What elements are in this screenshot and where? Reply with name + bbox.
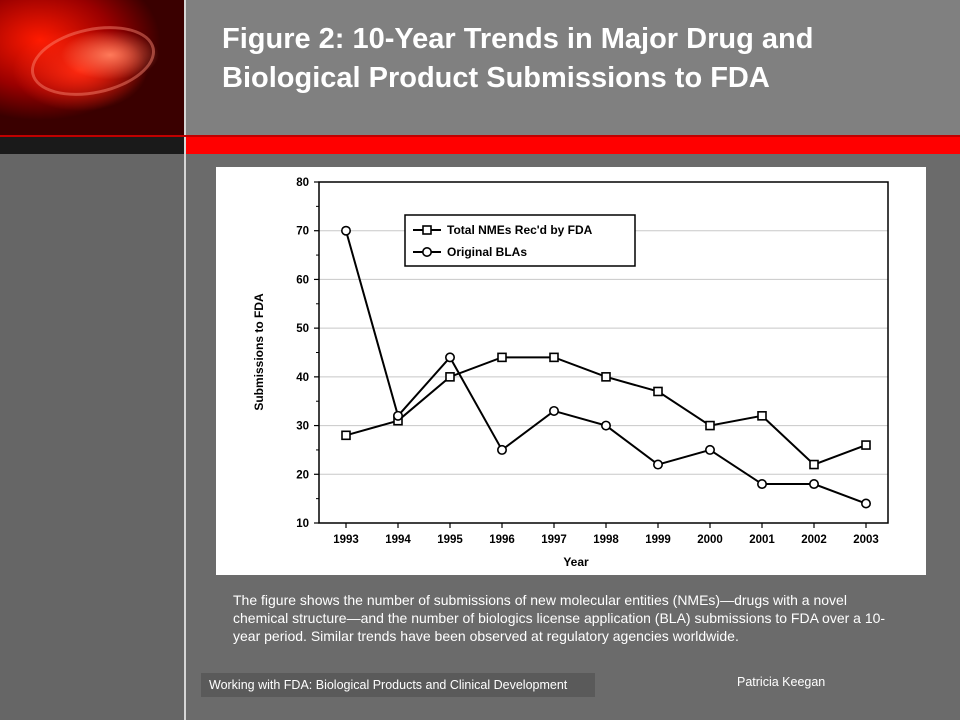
slide-title: Figure 2: 10-Year Trends in Major Drug a… bbox=[222, 20, 942, 98]
data-point-bla bbox=[808, 479, 819, 490]
y-tick-label: 30 bbox=[296, 421, 309, 433]
data-point-nme bbox=[445, 372, 455, 382]
x-tick-label: 1994 bbox=[385, 534, 411, 546]
data-point-bla bbox=[548, 405, 559, 416]
x-tick-label: 2000 bbox=[697, 534, 723, 546]
y-tick-label: 50 bbox=[296, 323, 309, 335]
y-tick-label: 40 bbox=[296, 372, 309, 384]
data-point-bla bbox=[341, 225, 352, 236]
data-point-nme bbox=[861, 440, 871, 450]
red-divider bbox=[0, 135, 960, 137]
legend-box bbox=[404, 214, 636, 267]
slide-title-line-2: Biological Product Submissions to FDA bbox=[222, 62, 770, 94]
data-point-bla bbox=[496, 444, 507, 455]
data-point-nme bbox=[549, 352, 559, 363]
legend-marker-square bbox=[422, 225, 432, 235]
header-logo-image bbox=[0, 0, 184, 137]
slide-title-line-1: Figure 2: 10-Year Trends in Major Drug a… bbox=[222, 23, 814, 55]
x-tick-label: 2003 bbox=[853, 534, 879, 546]
data-point-bla bbox=[600, 420, 611, 431]
chart-panel: 10 20 30 40 50 60 70 80 1993 1994 1995 1996 1997 199… bbox=[216, 167, 926, 575]
dark-accent-strip bbox=[0, 137, 184, 154]
legend-label: Original BLAs bbox=[447, 245, 527, 259]
data-point-nme bbox=[653, 386, 663, 397]
data-point-bla bbox=[445, 352, 456, 363]
x-tick-label: 1993 bbox=[333, 534, 359, 546]
series-line-2 bbox=[345, 230, 867, 505]
data-point-nme bbox=[601, 372, 611, 382]
data-point-bla bbox=[756, 479, 767, 490]
data-point-nme bbox=[809, 459, 819, 470]
footer-course-title: Working with FDA: Biological Products an… bbox=[201, 673, 595, 697]
y-axis-label: Submissions to FDA bbox=[252, 293, 266, 411]
red-accent-strip bbox=[186, 137, 960, 154]
x-tick-label: 2001 bbox=[749, 534, 775, 546]
x-tick-label: 1997 bbox=[541, 534, 567, 546]
footer-author: Patricia Keegan bbox=[737, 675, 826, 689]
y-tick-label: 10 bbox=[296, 518, 309, 530]
y-tick-label: 60 bbox=[296, 274, 309, 286]
data-point-bla bbox=[652, 459, 663, 470]
data-point-nme bbox=[341, 430, 351, 441]
data-point-nme bbox=[757, 411, 767, 421]
legend-marker-circle bbox=[422, 247, 433, 258]
data-point-nme bbox=[497, 352, 507, 363]
data-point-bla bbox=[704, 444, 715, 455]
x-tick-label: 1996 bbox=[489, 534, 515, 546]
data-point-nme bbox=[705, 420, 715, 431]
x-axis-label: Year bbox=[563, 555, 589, 569]
y-tick-label: 70 bbox=[296, 226, 309, 238]
legend-label: Total NMEs Rec'd by FDA bbox=[447, 223, 593, 237]
x-tick-label: 1995 bbox=[437, 534, 463, 546]
figure-caption: The figure shows the number of submissio… bbox=[233, 592, 886, 644]
x-tick-label: 2002 bbox=[801, 534, 827, 546]
data-point-bla bbox=[393, 410, 404, 421]
vertical-divider bbox=[184, 0, 186, 720]
line-chart: 10 20 30 40 50 60 70 80 1993 1994 1995 1996 1997 199… bbox=[252, 177, 889, 569]
left-sidebar bbox=[0, 154, 184, 720]
y-tick-label: 20 bbox=[296, 469, 309, 481]
x-tick-label: 1999 bbox=[645, 534, 671, 546]
data-point-bla bbox=[860, 498, 871, 509]
y-tick-label: 80 bbox=[296, 177, 309, 189]
x-tick-label: 1998 bbox=[593, 534, 619, 546]
